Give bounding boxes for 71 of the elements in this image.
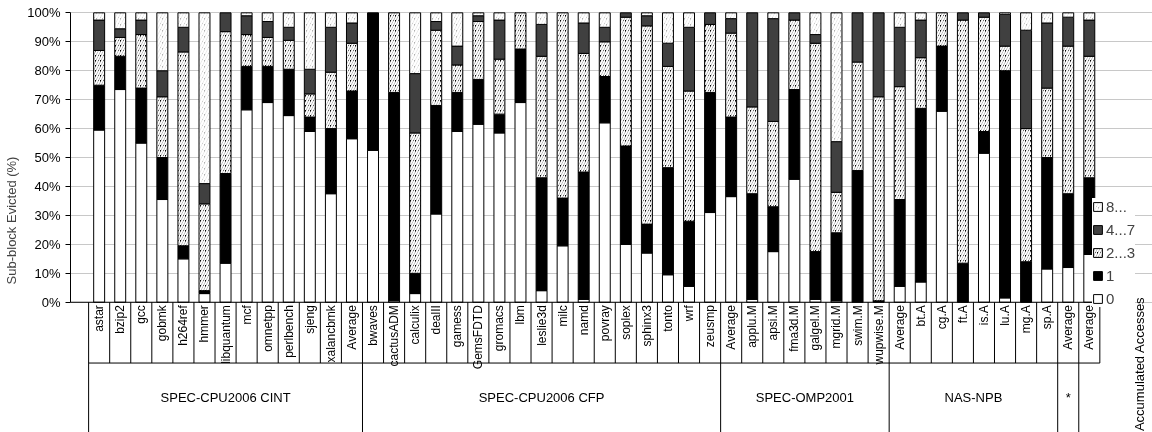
text: *: [1065, 390, 1071, 406]
text: Accumulated Accesses: [1132, 296, 1148, 432]
x-tick-label: Average: [892, 304, 907, 350]
x-tick-label: is.A: [976, 305, 991, 326]
x-tick-label: wrf: [682, 304, 697, 323]
x-tick-label: zeusmp: [703, 304, 718, 348]
legend-label: 0: [1106, 290, 1116, 307]
x-tick-label: hmmer: [197, 305, 212, 343]
y-tick-label: 60%: [34, 121, 61, 137]
x-tick-label: bzip2: [113, 304, 128, 334]
x-tick-label: lu.A: [998, 305, 1013, 326]
x-tick-label: Average: [1082, 304, 1097, 350]
x-tick-label: milc: [555, 305, 570, 327]
y-tick-label: 40%: [34, 178, 61, 194]
x-tick-label: Average: [344, 304, 359, 350]
y-tick-label: 30%: [34, 207, 61, 223]
x-tick-label: Average: [724, 304, 739, 350]
x-tick-label: cg.A: [934, 305, 949, 330]
x-tick-label: leslie3d: [534, 305, 549, 346]
y-tick-label: 0%: [41, 294, 61, 310]
x-tick-label: sp.A: [1040, 305, 1055, 330]
x-tick-label: wupwise.M: [871, 305, 886, 366]
x-tick-label: soplex: [618, 305, 633, 340]
x-tick-label: cactusADM: [387, 305, 402, 367]
legend-label: 8...: [1106, 198, 1127, 215]
x-tick-label: mgrid.M: [829, 305, 844, 349]
y-tick-label: 10%: [34, 265, 61, 281]
x-tick-label: galgel.M: [808, 305, 823, 351]
x-tick-label: xalancbmk: [323, 304, 338, 363]
text: NAS-NPB: [944, 390, 1003, 406]
x-tick-label: gcc: [134, 305, 149, 324]
x-tick-label: namd: [576, 305, 591, 336]
x-tick-label: swim.M: [850, 305, 865, 346]
x-tick-label: fma3d.M: [787, 305, 802, 352]
x-tick-label: lbm: [513, 305, 528, 325]
x-tick-label: tonto: [660, 304, 675, 332]
legend-label: 1: [1106, 267, 1116, 284]
y-tick-label: 100%: [27, 5, 61, 21]
y-tick-label: 90%: [34, 34, 61, 50]
y-tick-label: 70%: [34, 92, 61, 108]
text: SPEC-CPU2006 CFP: [478, 390, 605, 406]
text: SPEC-OMP2001: [755, 390, 855, 406]
y-tick-label: 50%: [34, 150, 61, 166]
x-tick-label: mg.A: [1019, 305, 1034, 334]
x-tick-label: gobmk: [155, 304, 170, 342]
x-tick-label: perlbench: [281, 305, 296, 358]
legend-label: 2...3: [1106, 244, 1136, 261]
text: SPEC-CPU2006 CINT: [160, 390, 291, 406]
y-tick-label: 20%: [34, 236, 61, 252]
x-tick-label: apsi.M: [766, 305, 781, 341]
x-tick-label: h264ref: [176, 304, 191, 346]
x-tick-label: mcf: [239, 304, 254, 325]
x-tick-label: GemsFDTD: [471, 304, 486, 370]
y-axis-title: Sub-block Evicted (%): [4, 156, 20, 285]
x-tick-label: applu.M: [745, 305, 760, 348]
y-tick-label: 80%: [34, 63, 61, 79]
x-tick-label: sphinx3: [639, 304, 654, 347]
x-tick-label: libquantum: [218, 305, 233, 364]
x-tick-label: astar: [92, 305, 107, 332]
x-tick-label: povray: [597, 305, 612, 342]
legend-label: 4...7: [1106, 221, 1136, 238]
x-tick-label: Average: [1061, 304, 1076, 350]
x-tick-label: bwaves: [366, 305, 381, 346]
x-tick-label: bt.A: [913, 305, 928, 327]
x-tick-label: calculix: [408, 305, 423, 345]
x-tick-label: gromacs: [492, 305, 507, 352]
x-tick-label: ft.A: [955, 305, 970, 324]
x-tick-label: sjeng: [302, 305, 317, 334]
x-tick-label: omnetpp: [260, 304, 275, 352]
x-tick-label: dealII: [429, 305, 444, 335]
x-tick-label: gamess: [450, 305, 465, 348]
